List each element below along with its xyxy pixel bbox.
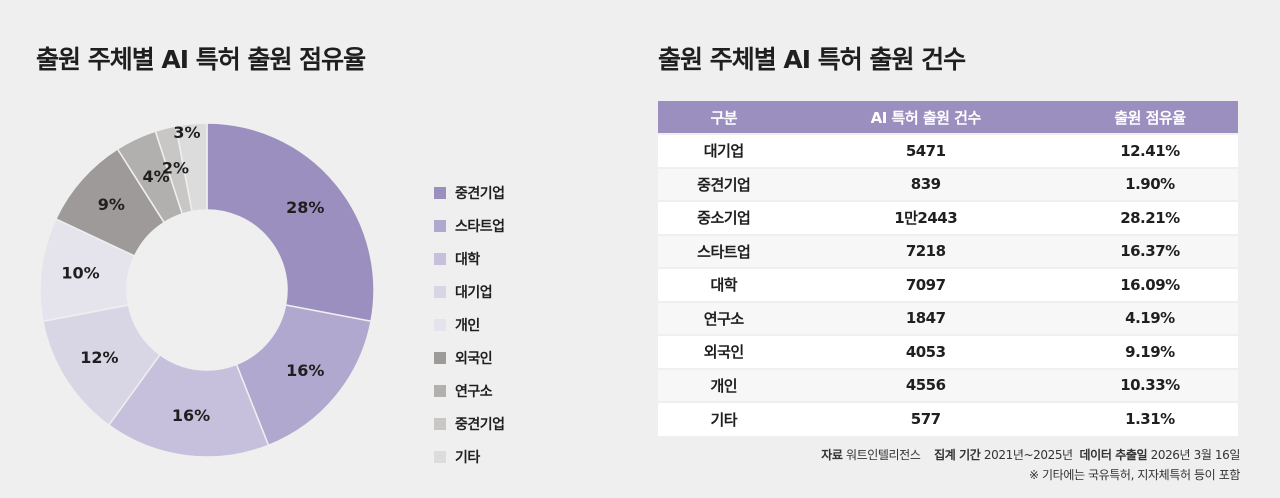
cell-category: 외국인 [658,334,790,369]
cell-share: 12.41% [1061,133,1238,168]
cell-category: 개인 [658,367,790,402]
slice-label: 16% [172,406,210,425]
cell-count: 839 [789,166,1062,201]
period-label: 집계 기간 [934,448,981,462]
cell-count: 4556 [789,367,1062,402]
cell-share: 1.90% [1061,166,1238,201]
legend-item: 연구소 [434,374,505,407]
cell-category: 기타 [658,401,790,436]
donut-chart: 28% 16% 16% 12% 10% 9% 4%2% 3% [39,122,375,458]
legend-label: 대기업 [455,284,493,301]
chart-legend: 중견기업 스타트업 대학 대기업 개인 외국인 연구소 중견기업 기타 [434,176,505,473]
legend-item: 대학 [434,242,505,275]
legend-item: 대기업 [434,275,505,308]
slice-label: 4% [142,167,169,186]
header-category: 구분 [658,101,790,134]
cell-count: 4053 [789,334,1062,369]
cell-share: 4.19% [1061,300,1238,335]
cell-category: 대기업 [658,133,790,168]
legend-swatch [434,417,446,430]
cell-category: 스타트업 [658,233,790,268]
donut-slice [174,122,208,213]
table-row: 스타트업 7218 16.37% [658,233,1238,268]
cell-category: 중소기업 [658,200,790,235]
cell-category: 중견기업 [658,166,790,201]
table-row: 외국인 4053 9.19% [658,334,1238,369]
source-line: 자료 워트인텔리전스 집계 기간 2021년~2025년 데이터 추출일 202… [821,446,1240,463]
table-header-row: 구분 AI 특허 출원 건수 출원 점유율 [658,101,1238,134]
table-row: 중소기업 1만2443 28.21% [658,200,1238,235]
table-row: 연구소 1847 4.19% [658,300,1238,335]
cell-count: 1847 [789,300,1062,335]
header-share: 출원 점유율 [1061,101,1238,134]
cell-share: 1.31% [1061,401,1238,436]
slice-label: 10% [61,264,99,283]
cell-category: 대학 [658,267,790,302]
legend-label: 스타트업 [455,218,505,235]
table-row: 대학 7097 16.09% [658,267,1238,302]
table-row: 대기업 5471 12.41% [658,133,1238,168]
legend-label: 중견기업 [455,185,505,202]
legend-label: 중견기업 [455,416,505,433]
source-label: 자료 [821,448,843,462]
legend-item: 외국인 [434,341,505,374]
footnote: ※ 기타에는 국유특허, 지자체특허 등이 포함 [1028,468,1240,482]
slice-label: 12% [80,348,118,367]
cell-count: 1만2443 [789,200,1062,235]
cell-count: 577 [789,401,1062,436]
slice-label: 2% [162,158,189,177]
cell-share: 9.19% [1061,334,1238,369]
legend-item: 중견기업 [434,407,505,440]
slice-label: 3% [173,123,200,142]
legend-swatch [434,450,446,463]
table-row: 중견기업 839 1.90% [658,166,1238,201]
pie-chart-title: 출원 주체별 AI 특허 출원 점유율 [36,45,366,74]
cell-category: 연구소 [658,300,790,335]
table-title: 출원 주체별 AI 특허 출원 건수 [658,45,966,74]
legend-item: 중견기업 [434,176,505,209]
legend-label: 개인 [455,317,480,334]
donut-slice [206,122,375,323]
cell-share: 16.09% [1061,267,1238,302]
legend-item: 스타트업 [434,209,505,242]
legend-swatch [434,351,446,364]
legend-label: 기타 [455,449,480,466]
legend-label: 대학 [455,251,480,268]
donut-slice [107,353,270,458]
slice-label: 9% [98,195,125,214]
period-value: 2021년~2025년 [983,448,1073,462]
table-row: 개인 4556 10.33% [658,367,1238,402]
cell-count: 7218 [789,233,1062,268]
legend-swatch [434,384,446,397]
legend-swatch [434,219,446,232]
cell-count: 7097 [789,267,1062,302]
patent-count-table: 구분 AI 특허 출원 건수 출원 점유율 대기업 5471 12.41% 중견기업 8… [658,101,1238,436]
source-value: 워트인텔리전스 [845,448,921,462]
legend-swatch [434,252,446,265]
cell-count: 5471 [789,133,1062,168]
cell-share: 28.21% [1061,200,1238,235]
cell-share: 10.33% [1061,367,1238,402]
slice-label: 28% [286,198,324,217]
header-count: AI 특허 출원 건수 [789,101,1062,134]
slice-label: 16% [286,361,324,380]
legend-label: 외국인 [455,350,493,367]
extract-value: 2026년 3월 16일 [1150,448,1241,462]
extract-label: 데이터 추출일 [1079,448,1148,462]
legend-swatch [434,285,446,298]
table-row: 기타 577 1.31% [658,401,1238,436]
legend-item: 기타 [434,440,505,473]
legend-swatch [434,318,446,331]
legend-swatch [434,186,446,199]
legend-item: 개인 [434,308,505,341]
cell-share: 16.37% [1061,233,1238,268]
legend-label: 연구소 [455,383,493,400]
donut-slice [235,304,372,447]
